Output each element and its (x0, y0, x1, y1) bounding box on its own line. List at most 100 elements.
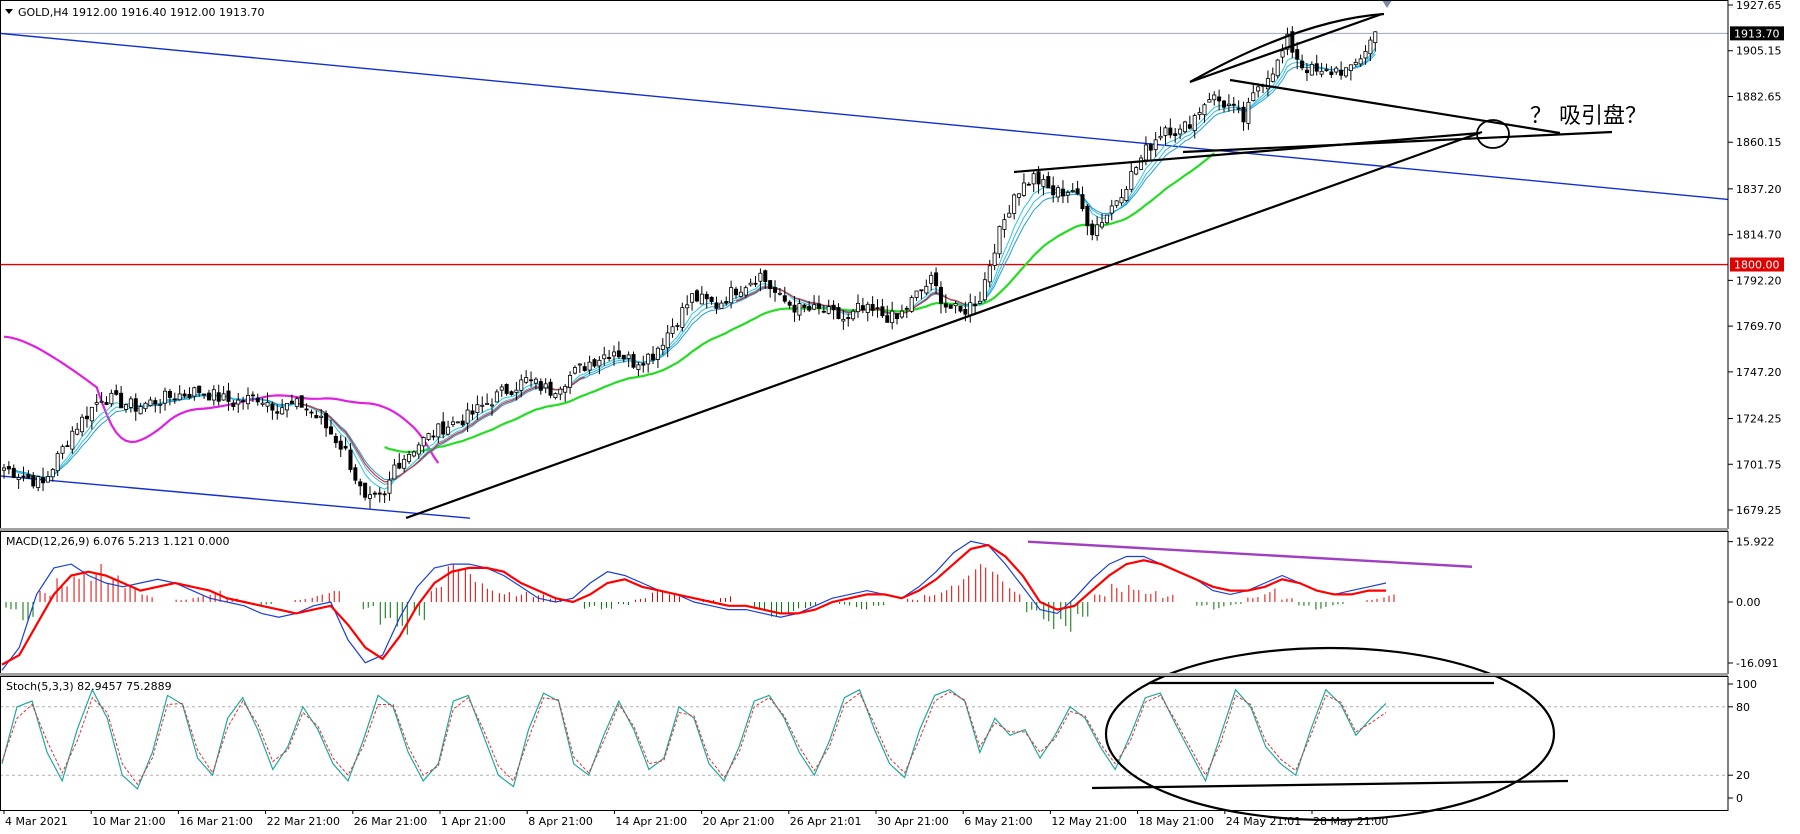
candle-up (909, 297, 914, 312)
candle-up (45, 476, 50, 483)
candle-down (607, 356, 612, 359)
stochastic-panel: 100 80 20 0 Stoch(5,3,3) 82.9457 75.2889 (0, 646, 1757, 822)
candle-down (870, 304, 875, 311)
candle-down (21, 475, 26, 478)
candle-down (709, 296, 714, 302)
candle-up (55, 453, 60, 472)
trend-line (1182, 130, 1613, 154)
candle-up (626, 354, 631, 359)
candle-up (699, 293, 704, 305)
time-tick-label: 30 Apr 21:00 (877, 815, 949, 828)
stoch-highlight-ellipse (1104, 646, 1556, 822)
price-tick-label: 1724.25 (1736, 413, 1782, 426)
candle-up (655, 347, 660, 360)
candle-down (1168, 127, 1173, 136)
candle-up (597, 359, 602, 367)
candle-down (333, 435, 338, 444)
candle-down (250, 394, 255, 397)
candle-down (358, 481, 363, 487)
candle-down (1036, 171, 1041, 185)
candle-down (1329, 71, 1334, 75)
candle-down (963, 308, 968, 315)
candle-down (592, 359, 597, 367)
candle-up (75, 428, 80, 435)
candle-up (99, 400, 104, 403)
time-tick-label: 26 Mar 21:00 (354, 815, 427, 828)
candle-down (919, 289, 924, 292)
time-tick-label: 26 Apr 21:01 (790, 815, 862, 828)
candle-up (777, 292, 782, 295)
candle-up (524, 377, 529, 383)
candle-up (553, 393, 558, 398)
candle-up (978, 300, 983, 304)
stoch-panel-border (0, 676, 1729, 811)
candle-up (738, 291, 743, 297)
candle-up (1197, 112, 1202, 115)
candle-down (1080, 194, 1085, 210)
candle-up (899, 310, 904, 318)
candle-down (338, 440, 343, 450)
candle-up (890, 310, 895, 324)
candle-down (1241, 106, 1246, 123)
candle-up (1163, 127, 1168, 136)
candle-up (997, 226, 1002, 255)
candle-up (924, 285, 929, 294)
macd-main-line (1, 540, 1387, 671)
candle-up (748, 282, 753, 286)
candle-up (968, 302, 973, 316)
candle-up (719, 302, 724, 309)
candle-up (124, 404, 129, 410)
candle-up (1358, 58, 1363, 65)
candle-up (402, 458, 407, 469)
candle-up (485, 403, 490, 405)
candle-up (1031, 173, 1036, 185)
candle-up (494, 391, 499, 403)
candle-up (421, 437, 426, 447)
candle-up (577, 363, 582, 366)
candle-up (1007, 212, 1012, 218)
main-price-panel: 1927.65 1905.15 1882.65 1860.15 1837.20 1814.… (0, 0, 1784, 520)
candle-up (665, 332, 670, 349)
price-tag-box (1730, 26, 1784, 41)
price-tick-label: 1905.15 (1736, 45, 1782, 58)
candle-up (1104, 214, 1109, 224)
candle-down (538, 381, 543, 391)
candle-up (1285, 33, 1290, 50)
candle-down (314, 415, 319, 419)
candle-down (11, 467, 16, 478)
candle-up (499, 386, 504, 391)
candle-up (851, 310, 856, 320)
candle-up (856, 302, 861, 313)
candle-up (294, 398, 299, 407)
time-tick-label: 4 Mar 2021 (5, 815, 68, 828)
candle-down (26, 474, 31, 479)
candle-up (1256, 86, 1261, 92)
candle-up (670, 326, 675, 334)
time-tick-label: 24 May 21:01 (1226, 815, 1301, 828)
candle-up (1017, 193, 1022, 198)
candle-down (807, 305, 812, 311)
candle-up (1065, 192, 1070, 196)
price-tick-label: 1747.20 (1736, 366, 1782, 379)
candle-up (143, 402, 148, 410)
price-tick-label: 1769.70 (1736, 320, 1782, 333)
candle-up (50, 469, 55, 478)
candle-up (797, 303, 802, 316)
candle-up (1212, 94, 1217, 101)
stoch-tick-label: 100 (1736, 678, 1757, 691)
candle-down (1304, 69, 1309, 74)
candle-down (802, 304, 807, 308)
candle-down (704, 293, 709, 300)
candle-up (1319, 70, 1324, 75)
macd-divergence-trendline (1027, 540, 1473, 568)
candle-up (519, 379, 524, 391)
candle-up (1129, 171, 1134, 190)
candle-up (612, 351, 617, 357)
time-tick-label: 18 May 21:00 (1139, 815, 1214, 828)
time-tick-label: 20 Apr 21:00 (703, 815, 775, 828)
candle-up (80, 416, 85, 433)
candle-down (328, 426, 333, 435)
candle-up (1002, 219, 1007, 230)
candle-down (470, 410, 475, 415)
candle-up (929, 274, 934, 284)
